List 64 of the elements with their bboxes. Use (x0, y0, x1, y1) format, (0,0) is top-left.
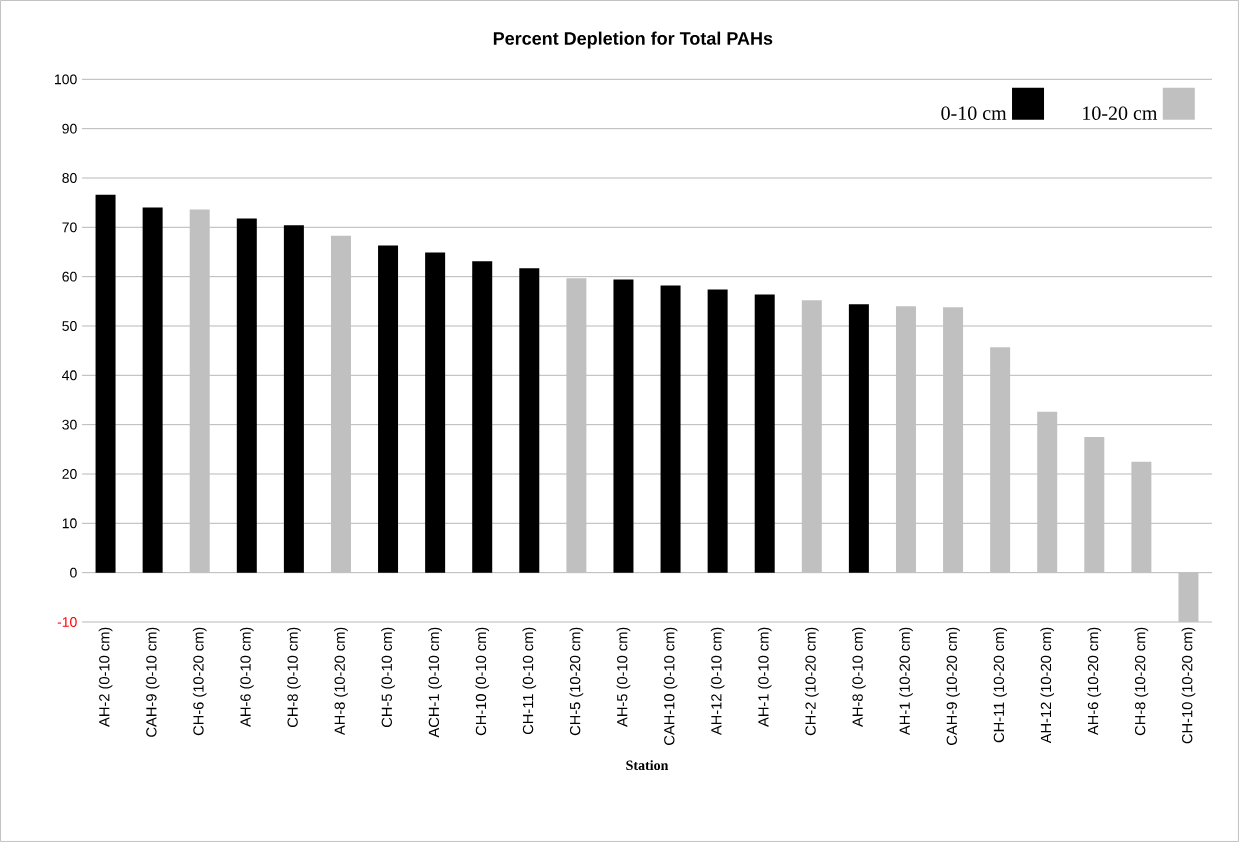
bar (142, 207, 163, 573)
x-tick-label: CH-10 (10-20 cm) (1181, 627, 1196, 744)
x-tick-label: CH-5 (0-10 cm) (381, 627, 395, 727)
x-tick-label: AH-1 (10-20 cm) (899, 627, 913, 736)
x-tick-label: AH-6 (10-20 cm) (1087, 627, 1102, 736)
legend-label: 0-10 cm (941, 106, 1007, 120)
x-tick-label: ACH-1 (0-10 cm) (428, 627, 442, 738)
bar (283, 225, 304, 573)
bar (660, 285, 681, 573)
bar (1131, 461, 1152, 573)
bar (754, 294, 775, 573)
bar (613, 279, 634, 573)
bar (472, 261, 493, 573)
chart-title: Percent Depletion for Total PAHs (493, 31, 773, 49)
bar (707, 289, 728, 573)
y-tick-label: -10 (57, 617, 77, 627)
bar (801, 300, 822, 573)
x-tick-label: CH-2 (10-20 cm) (804, 627, 819, 736)
x-tick-label: CAH-9 (10-20 cm) (946, 627, 960, 745)
bar (895, 306, 916, 573)
y-tick-label: 40 (62, 370, 77, 381)
x-tick-label: CH-8 (0-10 cm) (287, 627, 301, 727)
x-tick-label: AH-8 (10-20 cm) (334, 627, 348, 736)
x-tick-label: AH-12 (10-20 cm) (1040, 627, 1055, 744)
x-tick-label: AH-2 (0-10 cm) (98, 627, 113, 727)
bar (236, 218, 257, 573)
y-tick-label: 30 (62, 419, 77, 430)
y-tick-label: 80 (62, 173, 77, 183)
y-tick-label: 100 (55, 74, 77, 85)
x-tick-label: CH-11 (10-20 cm) (993, 627, 1007, 743)
x-tick-label: CH-6 (10-20 cm) (192, 627, 207, 736)
x-axis-title: Station (626, 760, 669, 771)
bar (566, 278, 587, 573)
x-tick-label: AH-5 (0-10 cm) (616, 627, 631, 727)
y-tick-label: 0 (70, 567, 77, 578)
x-tick-label: CH-10 (0-10 cm) (475, 627, 490, 736)
bar (189, 209, 210, 573)
bar (425, 252, 446, 573)
bar (1178, 572, 1199, 622)
x-tick-label: CH-5 (10-20 cm) (569, 627, 584, 736)
y-tick-label: 10 (62, 518, 77, 529)
x-tick-label: CH-11 (0-10 cm) (522, 627, 537, 735)
x-tick-label: CH-8 (10-20 cm) (1134, 627, 1149, 736)
bar (943, 307, 964, 573)
bar (848, 304, 869, 573)
y-tick-label: 70 (62, 222, 77, 233)
x-tick-label: AH-6 (0-10 cm) (239, 627, 254, 727)
bar (95, 194, 116, 573)
y-tick-label: 90 (62, 123, 77, 134)
bar (1037, 411, 1058, 573)
y-tick-label: 20 (62, 469, 77, 479)
x-tick-label: AH-12 (0-10 cm) (710, 627, 725, 736)
x-tick-label: AH-8 (0-10 cm) (852, 627, 866, 727)
x-tick-label: CAH-10 (0-10 cm) (663, 627, 678, 745)
bar (1084, 436, 1105, 573)
bar (330, 235, 351, 573)
legend-label: 10-20 cm (1083, 106, 1158, 120)
bar (519, 268, 540, 573)
x-tick-label: AH-1 (0-10 cm) (757, 627, 772, 727)
y-tick-label: 50 (62, 321, 77, 331)
bar (378, 245, 399, 573)
bar (990, 347, 1011, 573)
x-tick-label: CAH-9 (0-10 cm) (145, 627, 160, 737)
y-tick-label: 60 (62, 271, 77, 282)
